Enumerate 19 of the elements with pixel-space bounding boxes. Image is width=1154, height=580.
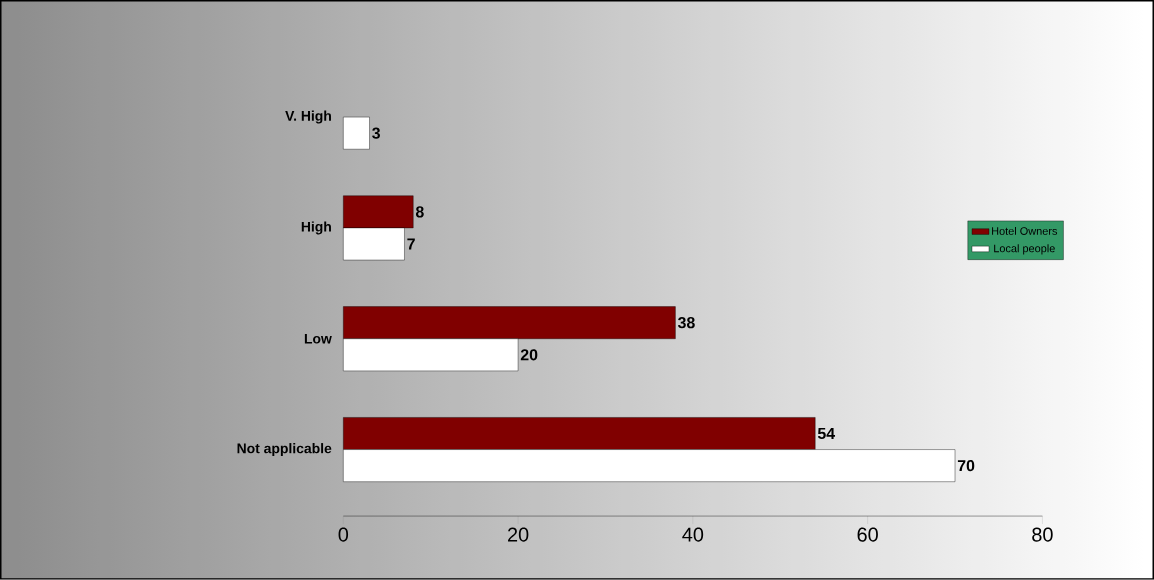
y-tick-label: V. High (285, 110, 331, 124)
x-tick-label: 0 (338, 527, 349, 542)
data-label: 20 (520, 349, 538, 361)
y-tick-label: Low (304, 334, 332, 344)
data-label: 38 (677, 317, 695, 329)
data-label: 3 (372, 127, 380, 139)
bar (343, 117, 370, 150)
data-label: 8 (415, 206, 424, 218)
legend-label: Hotel Owners (992, 227, 1058, 236)
y-tick-label: High (301, 221, 331, 235)
data-label: 54 (817, 428, 836, 440)
x-tick-label: 80 (1032, 527, 1053, 542)
data-label: 7 (407, 238, 415, 250)
x-tick-label: 40 (682, 527, 704, 542)
x-tick-label: 20 (508, 527, 529, 542)
data-label: 70 (957, 460, 975, 472)
legend-label: Local people (994, 244, 1055, 255)
y-tick-label: Not applicable (237, 443, 332, 457)
x-tick-label: 60 (857, 527, 878, 542)
